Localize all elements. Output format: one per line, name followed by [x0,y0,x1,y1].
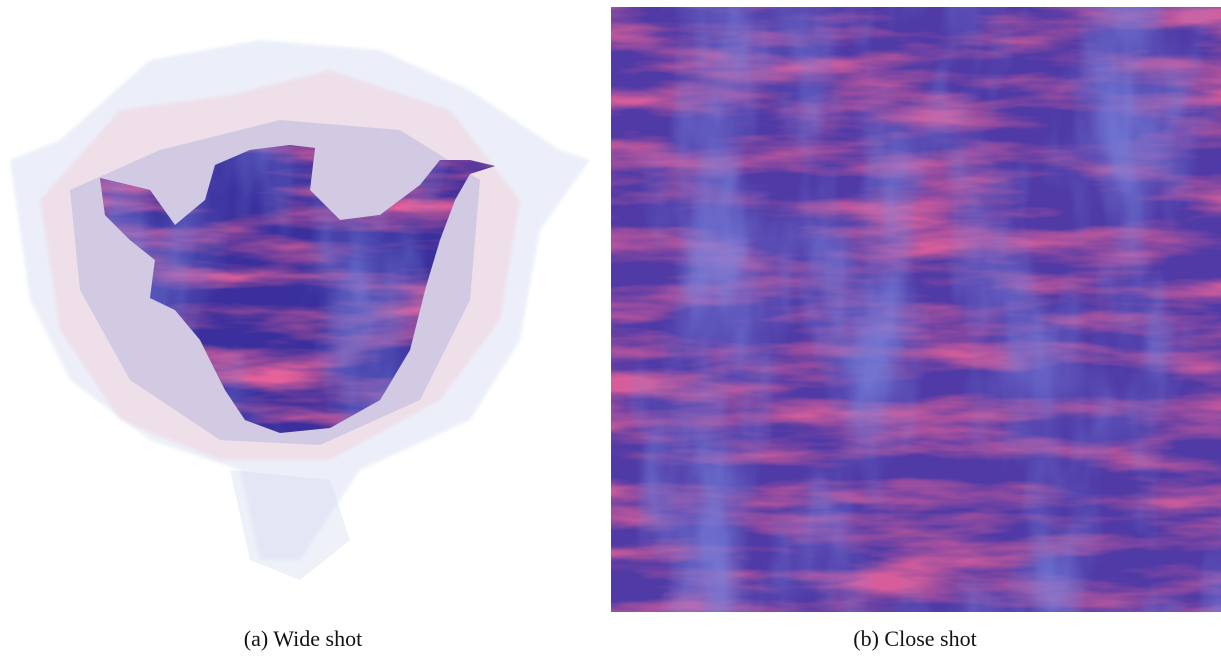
close-shot-image [611,7,1221,612]
page: (a) Wide shot (b) Close shot (() => { co… [0,0,1221,660]
wide-shot-image [10,40,590,580]
caption: (a) Wide shot [244,626,362,651]
caption: (b) Close shot [853,626,976,651]
figure: (a) Wide shot (b) Close shot [0,0,1221,660]
